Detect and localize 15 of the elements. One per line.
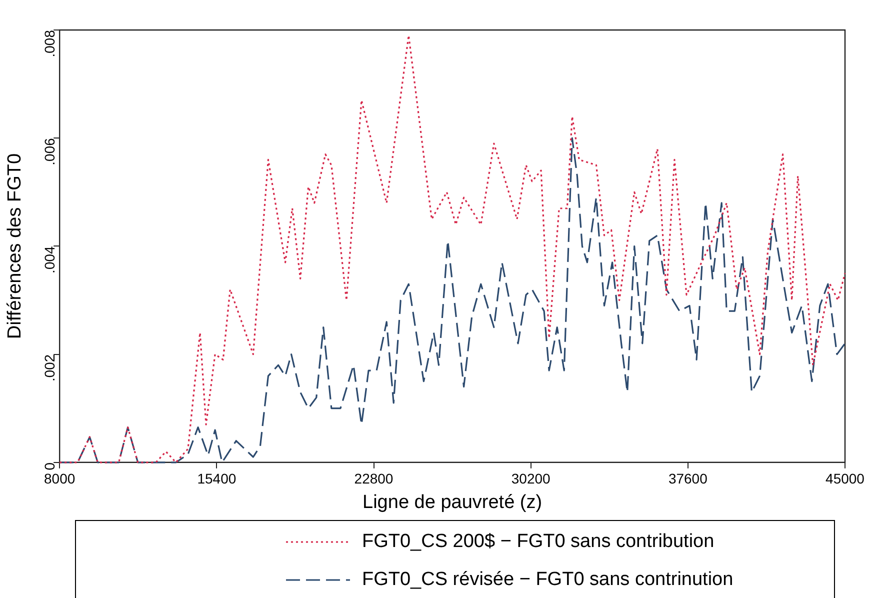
x-tick-label: 37600 <box>668 470 708 487</box>
x-tick-label: 22800 <box>354 470 394 487</box>
x-axis-title: Ligne de pauvreté (z) <box>362 492 542 513</box>
x-tick-label: 8000 <box>44 470 76 487</box>
x-tick-label: 30200 <box>511 470 551 487</box>
y-tick-label: .006 <box>41 138 58 166</box>
y-tick-label: 0 <box>41 462 58 470</box>
y-tick-label: .004 <box>41 246 58 274</box>
x-tick-label: 45000 <box>826 470 865 487</box>
legend-label: FGT0_CS 200$ − FGT0 sans contribution <box>362 531 714 553</box>
y-axis-title: Différences des FGT0 <box>4 153 26 339</box>
x-tick-label: 15400 <box>197 470 236 487</box>
y-tick-label: .002 <box>41 354 58 382</box>
legend-label: FGT0_CS révisée − FGT0 sans contrinution <box>362 569 734 591</box>
y-tick-label: .008 <box>41 30 58 58</box>
